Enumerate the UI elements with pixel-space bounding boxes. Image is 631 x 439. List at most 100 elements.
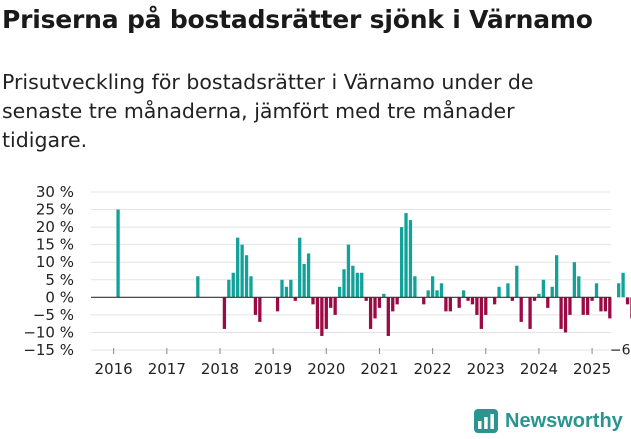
x-tick-label: 2019 — [254, 360, 292, 378]
bar — [351, 265, 355, 298]
newsworthy-logo: Newsworthy — [474, 407, 623, 435]
bar — [457, 297, 461, 308]
bar — [329, 297, 333, 308]
bar — [258, 297, 262, 322]
bar — [621, 272, 625, 298]
bar — [550, 286, 554, 298]
bar — [342, 269, 346, 298]
bar — [377, 297, 382, 308]
bar — [546, 297, 550, 308]
bar — [116, 209, 120, 298]
bar — [196, 276, 200, 298]
bar — [320, 297, 324, 336]
bar — [306, 253, 311, 298]
bar — [253, 297, 258, 315]
bar — [448, 297, 452, 312]
bar — [311, 297, 315, 305]
bar — [599, 297, 603, 312]
bar — [360, 272, 364, 298]
bar — [497, 286, 501, 298]
bar — [617, 283, 621, 298]
bar — [346, 244, 351, 298]
y-tick-label: 5 % — [45, 271, 74, 289]
bar — [368, 297, 373, 329]
bar — [603, 297, 608, 312]
y-tick-label: −10 % — [23, 323, 74, 341]
bar — [399, 227, 404, 298]
bar — [581, 297, 585, 315]
y-tick-label: 15 % — [36, 236, 74, 254]
bar — [572, 262, 577, 298]
bar — [506, 283, 510, 298]
bar — [594, 283, 599, 298]
y-tick-label: 25 % — [36, 201, 74, 219]
bar — [231, 272, 235, 298]
bar — [426, 290, 430, 298]
bar — [386, 297, 390, 336]
x-tick-label: 2018 — [201, 360, 239, 378]
bar — [275, 297, 280, 312]
x-tick-label: 2016 — [95, 360, 133, 378]
bar — [324, 297, 328, 329]
x-tick-label: 2021 — [360, 360, 398, 378]
chart-title: Priserna på bostadsrätter sjönk i Värnam… — [2, 5, 593, 34]
bar — [293, 297, 297, 301]
y-tick-label: 10 % — [36, 253, 74, 271]
x-tick-label: 2024 — [520, 360, 558, 378]
bar — [555, 255, 559, 298]
y-tick-label: 0 % — [45, 288, 74, 306]
bar — [244, 255, 249, 298]
bar — [227, 279, 231, 298]
bar — [625, 297, 630, 305]
bar — [484, 297, 488, 315]
bar — [236, 237, 240, 298]
brand-name: Newsworthy — [505, 409, 623, 432]
bar — [382, 293, 386, 298]
bar — [404, 213, 408, 298]
bar — [568, 297, 572, 315]
bar — [280, 279, 284, 298]
bar — [492, 297, 497, 305]
bar — [422, 297, 426, 305]
bar — [461, 290, 466, 298]
bar — [444, 297, 448, 312]
bar — [528, 297, 532, 329]
bar — [608, 297, 612, 319]
price-change-chart: −15 %−10 %−5 %0 %5 %10 %15 %20 %25 %30 %… — [23, 183, 631, 378]
y-tick-label: 30 % — [36, 183, 74, 201]
bar — [222, 297, 227, 329]
bar — [435, 290, 439, 298]
y-tick-label: −5 % — [33, 306, 74, 324]
x-tick-label: 2020 — [307, 360, 345, 378]
bar-chart-icon — [474, 409, 498, 433]
bar — [373, 297, 377, 319]
bar — [289, 279, 293, 298]
bar — [577, 276, 581, 298]
bar — [475, 297, 479, 315]
bar — [315, 297, 320, 329]
bar — [430, 276, 435, 298]
bar — [391, 297, 395, 312]
bar — [515, 265, 519, 298]
bar — [586, 297, 590, 315]
y-tick-label: 20 % — [36, 218, 74, 236]
bar — [541, 279, 546, 298]
bar — [395, 297, 399, 305]
bar — [532, 297, 537, 301]
bar — [466, 297, 470, 301]
x-tick-label: 2025 — [573, 360, 611, 378]
x-tick-label: 2022 — [414, 360, 452, 378]
bar — [590, 297, 594, 301]
bar — [337, 286, 342, 298]
bar — [559, 297, 563, 329]
y-tick-label: −15 % — [23, 341, 74, 359]
chart-subtitle: Prisutveckling för bostadsrätter i Värna… — [2, 70, 534, 152]
bar — [249, 276, 253, 298]
bar — [333, 297, 337, 315]
bar — [364, 297, 368, 301]
bar — [284, 286, 289, 298]
last-value-label: −6 % — [610, 342, 631, 358]
bar — [302, 263, 306, 298]
bar — [510, 297, 514, 301]
bar — [355, 272, 359, 298]
